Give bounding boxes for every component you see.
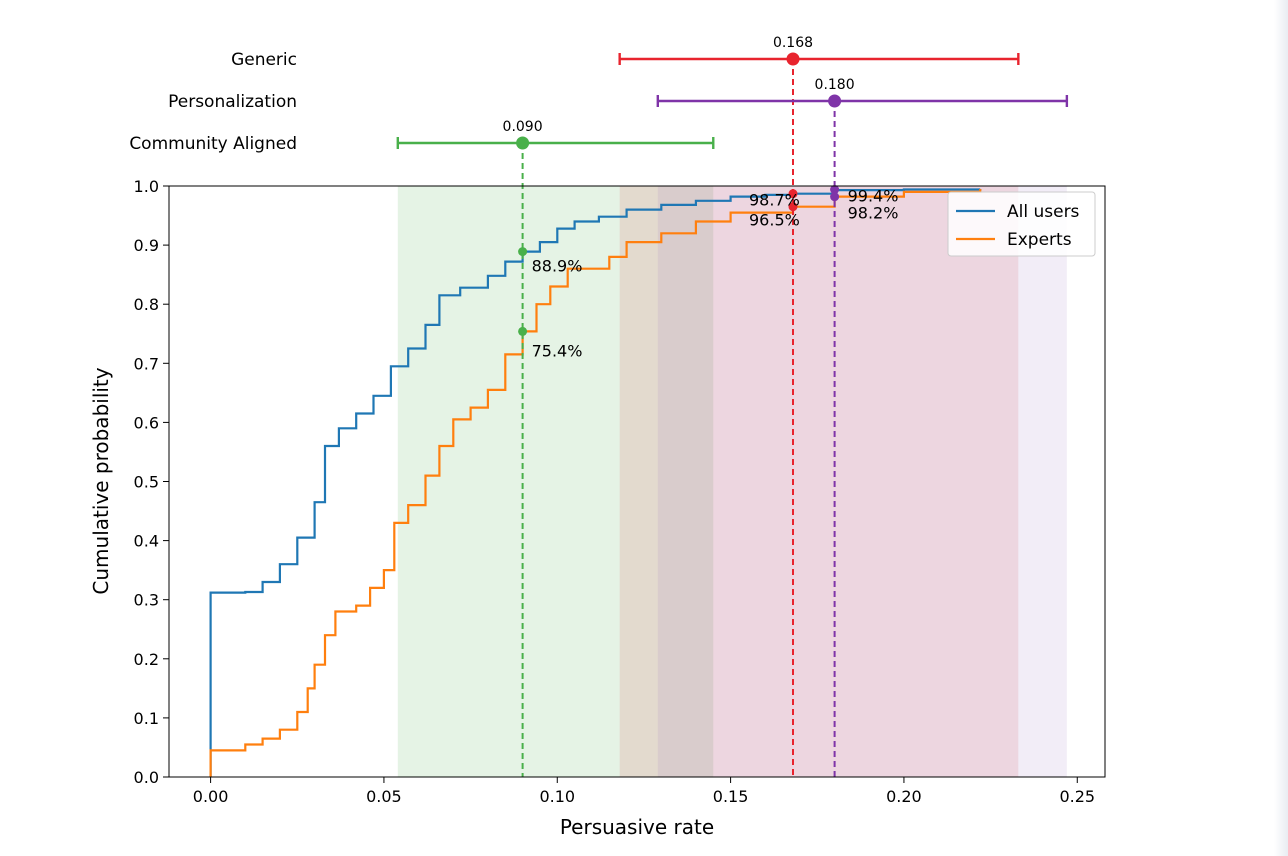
y-tick-label: 0.2 (134, 650, 159, 669)
y-tick-label: 0.3 (134, 591, 159, 610)
pct-label-all-generic: 98.7% (749, 191, 800, 210)
pct-label-all-community-aligned: 88.9% (532, 257, 583, 276)
x-tick-label: 0.15 (713, 787, 749, 806)
pct-label-experts-community-aligned: 75.4% (532, 341, 583, 360)
mean-point-generic (786, 52, 800, 66)
cdf-markers: 98.7%96.5% 99.4%98.2% 88.9% 75.4% (518, 59, 898, 777)
cdf-marker-experts-personalization (830, 192, 840, 202)
mean-value-generic: 0.168 (773, 35, 813, 51)
x-tick-label: 0.20 (886, 787, 922, 806)
confidence-bands (397, 186, 1067, 777)
cdf-marker-all-community-aligned (518, 247, 528, 257)
interval-rows: Generic 0.168 Personalization 0.180 Communit… (129, 35, 1069, 154)
pct-label-experts-personalization: 98.2% (848, 204, 899, 223)
row-label-generic: Generic (231, 50, 297, 70)
mean-point-community-aligned (516, 136, 530, 150)
x-tick-label: 0.10 (539, 787, 575, 806)
cdf-marker-all-generic (788, 189, 798, 199)
series-line-experts (209, 189, 982, 777)
y-tick-label: 0.6 (134, 413, 159, 432)
cdf-marker-all-personalization (830, 185, 840, 195)
y-tick-label: 0.1 (134, 709, 159, 728)
window-edge (1274, 0, 1288, 856)
y-tick-label: 0.0 (134, 768, 159, 787)
mean-point-personalization (828, 94, 842, 108)
y-axis-title: Cumulative probability (89, 367, 113, 594)
cdf-marker-experts-community-aligned (518, 326, 528, 336)
x-tick-label: 0.00 (193, 787, 229, 806)
x-axis-title: Persuasive rate (560, 815, 714, 839)
mean-value-community-aligned: 0.090 (503, 119, 543, 135)
legend: All users Experts (947, 191, 1096, 257)
y-tick-label: 0.9 (134, 236, 159, 255)
mean-value-personalization: 0.180 (815, 77, 855, 93)
y-tick-label: 0.7 (134, 354, 159, 373)
cdf-marker-experts-generic (788, 202, 798, 212)
cdf-curves (209, 188, 982, 777)
series-line-all-users (209, 188, 982, 777)
legend-label-all-users: All users (1007, 202, 1080, 222)
band-generic (619, 186, 1019, 777)
legend-label-experts: Experts (1007, 230, 1072, 250)
y-tick-label: 1.0 (134, 177, 159, 196)
y-tick-label: 0.4 (134, 532, 159, 551)
x-tick-label: 0.25 (1059, 787, 1095, 806)
y-tick-label: 0.8 (134, 295, 159, 314)
row-label-community-aligned: Community Aligned (129, 134, 297, 154)
row-label-personalization: Personalization (168, 92, 297, 112)
band-personalization (657, 186, 1067, 777)
pct-label-experts-generic: 96.5% (749, 211, 800, 230)
y-tick-label: 0.5 (134, 473, 159, 492)
axis-ticks: 0.00 0.05 0.10 0.15 0.20 0.25 0.0 0.1 0.2 0.3 0.4 0… (134, 177, 1096, 806)
band-community-aligned (397, 186, 714, 777)
pct-label-all-personalization: 99.4% (848, 187, 899, 206)
x-tick-label: 0.05 (366, 787, 402, 806)
